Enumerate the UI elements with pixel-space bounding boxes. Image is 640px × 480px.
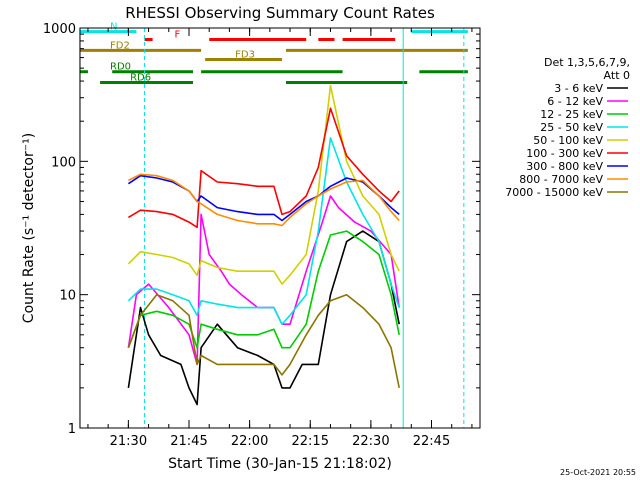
series-line [128, 173, 400, 227]
series-line [127, 84, 400, 285]
series-line [127, 107, 400, 229]
series-line [127, 230, 400, 349]
flag-label: N [110, 22, 117, 33]
legend-entry-label: 12 - 25 keV [540, 108, 603, 121]
legend-header-line-2: Att 0 [604, 69, 630, 82]
flag-label: F [175, 29, 181, 40]
legend-entry-label: 25 - 50 keV [540, 121, 603, 134]
y-tick-label: 100 [51, 155, 76, 170]
legend-entry-label: 800 - 7000 keV [519, 173, 603, 186]
x-tick-label: 21:45 [170, 434, 207, 449]
axes-layer: 21:30 21:45 22:00 22:15 22:30 22:45 1 10 100 1000 [43, 22, 480, 449]
y-tick-label: 1000 [43, 22, 76, 37]
series-line [127, 137, 400, 326]
legend-header-line-1: Det 1,3,5,6,7,9, [544, 56, 630, 69]
flag-label: FD2 [110, 40, 130, 51]
series-layer [127, 84, 400, 406]
x-axis-label: Start Time (30-Jan-15 21:18:02) [168, 456, 392, 472]
legend-entry-label: 50 - 100 keV [533, 134, 603, 147]
y-tick-label: 10 [59, 289, 76, 304]
x-tick-label: 22:00 [231, 434, 268, 449]
chart-title: RHESSI Observing Summary Count Rates [125, 4, 435, 22]
x-tick-label: 22:45 [413, 434, 450, 449]
flag-label: RD0 [110, 62, 131, 73]
series-line [127, 230, 400, 406]
legend-entry-label: 3 - 6 keV [554, 82, 603, 95]
legend-entry-label: 6 - 12 keV [547, 95, 603, 108]
series-line [127, 293, 400, 389]
flag-label: RD6 [130, 73, 151, 84]
legend-entry-label: 7000 - 15000 keV [505, 186, 603, 199]
y-tick-label: 1 [68, 422, 76, 437]
x-tick-label: 22:15 [292, 434, 329, 449]
y-axis-label: Count Rate (s⁻¹ detector⁻¹) [21, 133, 37, 323]
x-tick-label: 22:30 [352, 434, 389, 449]
date-stamp: 25-Oct-2021 20:55 [560, 468, 636, 477]
x-tick-label: 21:30 [110, 434, 147, 449]
plot-frame [79, 27, 481, 429]
flag-label: FD3 [235, 50, 255, 61]
legend-entry-label: 300 - 800 keV [526, 160, 603, 173]
legend-entry-label: 100 - 300 keV [526, 147, 603, 160]
